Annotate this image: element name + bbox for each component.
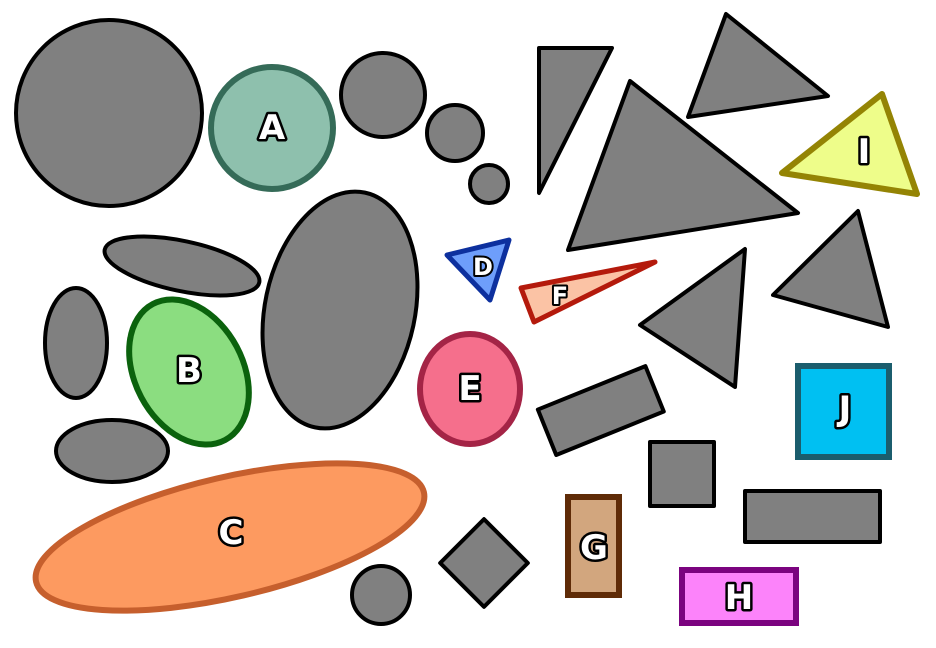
shape-f: F [518, 259, 658, 325]
shape-h: H [679, 567, 799, 626]
shape-e: E [417, 331, 523, 447]
gray-ellipse-bottom-left [54, 418, 170, 484]
label-i: I [858, 132, 871, 172]
label-f: F [552, 282, 568, 310]
shape-g: G [565, 494, 622, 598]
gray-triangle-top [686, 12, 830, 119]
shape-d-triangle [444, 237, 512, 303]
label-e: E [458, 369, 481, 409]
gray-ellipse-thin [102, 234, 262, 298]
gray-ellipse-left [43, 286, 109, 400]
label-c: C [219, 513, 244, 553]
shape-e-ellipse [417, 331, 523, 447]
label-d: D [473, 253, 493, 281]
shape-h-rect [679, 567, 799, 626]
label-b: B [176, 351, 202, 391]
distractor-shapes [14, 12, 890, 626]
shape-c: C [32, 460, 428, 614]
shape-f-triangle [518, 259, 658, 325]
shape-j-square [795, 363, 892, 460]
shape-b-ellipse [126, 296, 252, 448]
gray-circle-medium [339, 51, 427, 139]
gray-triangle-right [771, 209, 890, 329]
shape-i-triangle [779, 91, 920, 197]
gray-triangle-mid [638, 247, 747, 389]
gray-diamond [438, 517, 530, 609]
gray-circle-bottom [350, 564, 412, 626]
label-j: J [837, 389, 852, 429]
shape-a-circle [208, 64, 336, 192]
shape-b: B [126, 296, 252, 448]
shape-i: I [779, 91, 920, 197]
gray-square [648, 440, 716, 508]
label-a: A [259, 108, 286, 148]
gray-circle-tiny [468, 163, 510, 205]
shape-g-rect [565, 494, 622, 598]
shape-a: A [208, 64, 336, 192]
label-g: G [580, 528, 608, 568]
gray-triangle-big [566, 79, 800, 252]
gray-circle-small [425, 103, 485, 163]
gray-rect-tilted [535, 364, 666, 457]
shape-d: D [444, 237, 512, 303]
shape-j: J [795, 363, 892, 460]
shape-c-ellipse [32, 460, 428, 614]
gray-ellipse-tall [260, 189, 420, 431]
gray-circle-large [14, 18, 204, 208]
gray-rect-wide [743, 489, 882, 544]
label-h: H [725, 578, 753, 618]
gray-triangle-thin [537, 46, 614, 195]
